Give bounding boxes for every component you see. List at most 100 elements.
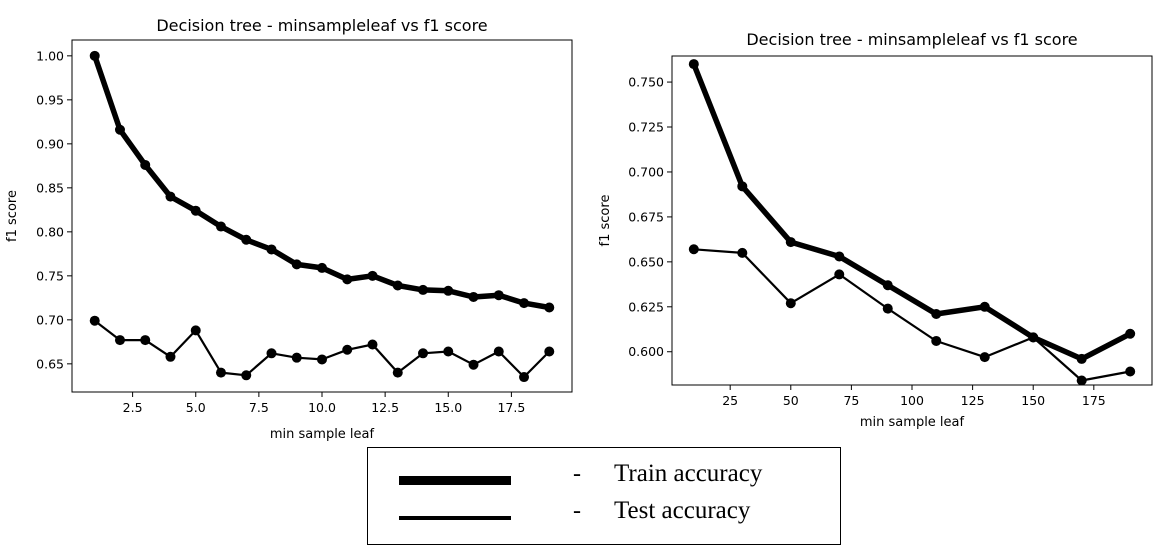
x-tick-label: 2.5 bbox=[123, 400, 143, 415]
legend-item-train: - Train accuracy bbox=[368, 458, 840, 494]
chart-1: Decision tree - minsampleleaf vs f1 scor… bbox=[5, 16, 573, 442]
y-tick-label: 0.725 bbox=[628, 120, 664, 135]
x-axis-label: min sample leaf bbox=[270, 427, 375, 442]
data-point-test bbox=[367, 339, 378, 350]
data-point-test bbox=[834, 269, 845, 280]
data-point-test bbox=[418, 348, 429, 359]
y-axis-label: f1 score bbox=[5, 190, 20, 242]
legend-item-test: - Test accuracy bbox=[368, 496, 840, 532]
data-point-train bbox=[241, 234, 252, 245]
legend-label-train: Train accuracy bbox=[614, 460, 763, 487]
data-point-test bbox=[140, 335, 151, 346]
y-tick-label: 0.750 bbox=[628, 75, 664, 90]
data-point-train bbox=[367, 270, 378, 281]
data-point-train bbox=[688, 59, 699, 70]
data-point-test bbox=[165, 351, 176, 362]
data-point-train bbox=[443, 285, 454, 296]
data-point-train bbox=[114, 124, 125, 135]
y-tick-label: 0.700 bbox=[628, 164, 664, 179]
chart-title: Decision tree - minsampleleaf vs f1 scor… bbox=[156, 16, 487, 35]
data-point-test bbox=[688, 244, 699, 255]
data-point-test bbox=[1125, 366, 1136, 377]
data-point-test bbox=[882, 303, 893, 314]
data-point-train bbox=[215, 221, 226, 232]
y-tick-label: 0.80 bbox=[36, 224, 64, 239]
x-tick-label: 17.5 bbox=[497, 400, 525, 415]
x-tick-label: 7.5 bbox=[249, 400, 269, 415]
x-tick-label: 125 bbox=[961, 393, 985, 408]
data-point-test bbox=[785, 298, 796, 309]
data-point-train bbox=[1125, 328, 1136, 339]
legend-label-test: Test accuracy bbox=[614, 497, 751, 524]
y-tick-label: 0.625 bbox=[628, 299, 664, 314]
data-point-test bbox=[737, 247, 748, 258]
y-tick-label: 0.75 bbox=[36, 268, 64, 283]
plot-frame bbox=[671, 55, 1153, 386]
legend-swatch-thin bbox=[399, 516, 511, 520]
data-point-test bbox=[317, 354, 327, 365]
legend: - Train accuracy - Test accuracy bbox=[367, 447, 841, 545]
data-point-train bbox=[468, 291, 479, 302]
series-line-test bbox=[94, 319, 551, 379]
data-point-test bbox=[342, 344, 353, 355]
data-point-test bbox=[215, 367, 226, 378]
data-point-train bbox=[89, 50, 100, 61]
data-point-test bbox=[1076, 375, 1087, 386]
data-point-train bbox=[737, 181, 748, 192]
data-point-train bbox=[140, 159, 151, 170]
data-point-test bbox=[519, 372, 530, 383]
data-point-train bbox=[493, 290, 504, 301]
legend-dash: - bbox=[573, 498, 581, 524]
legend-dash: - bbox=[573, 461, 581, 487]
data-point-test bbox=[190, 325, 201, 336]
data-point-test bbox=[468, 359, 479, 370]
y-tick-label: 1.00 bbox=[36, 48, 64, 63]
data-point-train bbox=[979, 301, 990, 312]
data-point-train bbox=[1076, 353, 1087, 364]
x-tick-label: 10.0 bbox=[308, 400, 336, 415]
data-point-test bbox=[544, 346, 555, 357]
data-point-train bbox=[834, 251, 845, 262]
data-point-test bbox=[1028, 332, 1039, 343]
data-point-test bbox=[114, 335, 125, 346]
series-line-test bbox=[693, 248, 1131, 382]
y-tick-label: 0.95 bbox=[36, 92, 64, 107]
data-point-test bbox=[266, 348, 277, 359]
data-point-train bbox=[190, 205, 201, 216]
data-point-test bbox=[931, 335, 942, 346]
x-tick-label: 5.0 bbox=[186, 400, 206, 415]
data-point-test bbox=[89, 315, 100, 326]
x-tick-label: 100 bbox=[900, 393, 924, 408]
data-point-train bbox=[342, 274, 353, 285]
data-point-train bbox=[931, 308, 942, 319]
series-line-train bbox=[691, 63, 1132, 362]
data-point-train bbox=[165, 191, 176, 202]
data-point-train bbox=[266, 244, 277, 255]
data-point-train bbox=[418, 284, 429, 295]
y-tick-label: 0.675 bbox=[628, 209, 664, 224]
data-point-test bbox=[392, 367, 403, 378]
x-tick-label: 50 bbox=[783, 393, 799, 408]
y-tick-label: 0.90 bbox=[36, 136, 64, 151]
x-axis-label: min sample leaf bbox=[860, 415, 965, 430]
data-point-train bbox=[392, 280, 403, 291]
data-point-train bbox=[785, 237, 796, 248]
y-axis-label: f1 score bbox=[598, 195, 613, 247]
chart-title: Decision tree - minsampleleaf vs f1 scor… bbox=[746, 30, 1077, 49]
y-tick-label: 0.600 bbox=[628, 344, 664, 359]
y-tick-label: 0.65 bbox=[36, 356, 64, 371]
x-tick-label: 175 bbox=[1082, 393, 1106, 408]
data-point-test bbox=[443, 346, 454, 357]
data-point-test bbox=[291, 352, 302, 363]
x-tick-label: 150 bbox=[1021, 393, 1045, 408]
data-point-train bbox=[882, 280, 893, 291]
x-tick-label: 25 bbox=[722, 393, 738, 408]
data-point-train bbox=[544, 302, 555, 313]
x-tick-label: 75 bbox=[843, 393, 859, 408]
y-tick-label: 0.85 bbox=[36, 180, 64, 195]
legend-swatch-thick bbox=[399, 476, 511, 485]
data-point-train bbox=[291, 259, 302, 270]
x-tick-label: 12.5 bbox=[371, 400, 399, 415]
y-tick-label: 0.650 bbox=[628, 254, 664, 269]
